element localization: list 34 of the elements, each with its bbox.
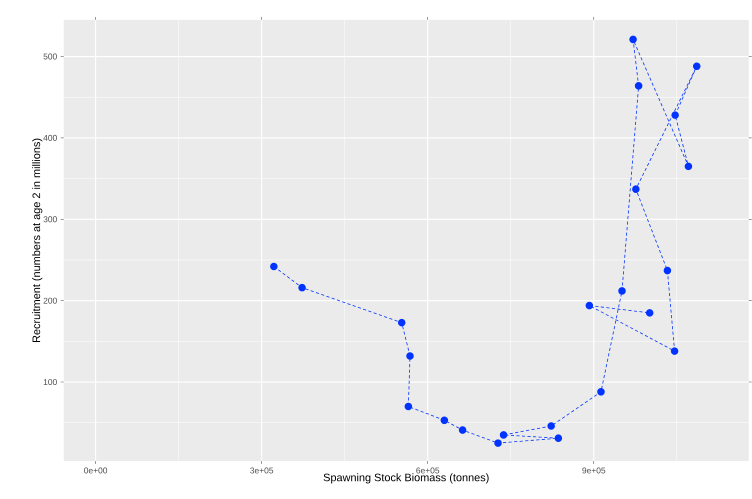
point bbox=[670, 347, 678, 355]
x-axis-title: Spawning Stock Biomass (tonnes) bbox=[324, 473, 489, 484]
point bbox=[398, 318, 406, 326]
y-tick-label: 100 bbox=[44, 379, 57, 386]
point bbox=[629, 36, 637, 44]
point bbox=[500, 431, 508, 439]
point bbox=[618, 287, 626, 295]
point bbox=[646, 309, 654, 317]
point bbox=[440, 416, 448, 424]
x-tick-label: 3e+05 bbox=[250, 468, 274, 474]
x-tick-label: 0e+00 bbox=[84, 468, 108, 474]
point bbox=[406, 352, 414, 360]
point bbox=[634, 82, 642, 90]
point bbox=[270, 262, 278, 270]
point bbox=[597, 388, 605, 396]
x-tick-label: 6e+05 bbox=[416, 468, 440, 474]
point bbox=[664, 266, 672, 274]
point bbox=[586, 302, 594, 310]
x-tick-label: 9e+05 bbox=[582, 468, 606, 474]
point bbox=[671, 111, 679, 119]
y-tick-label: 200 bbox=[44, 298, 57, 304]
y-tick-label: 500 bbox=[44, 54, 57, 60]
point bbox=[692, 62, 701, 70]
point bbox=[684, 162, 692, 170]
y-tick-label: 300 bbox=[43, 216, 57, 222]
point bbox=[298, 284, 306, 292]
point bbox=[404, 402, 412, 410]
point bbox=[458, 426, 466, 434]
y-tick-label: 400 bbox=[43, 135, 57, 141]
point bbox=[632, 185, 640, 194]
point bbox=[547, 422, 555, 430]
point bbox=[494, 439, 502, 447]
y-axis-title: Recruitment (numbers at age 2 in millions) bbox=[32, 138, 42, 342]
point bbox=[554, 434, 562, 442]
